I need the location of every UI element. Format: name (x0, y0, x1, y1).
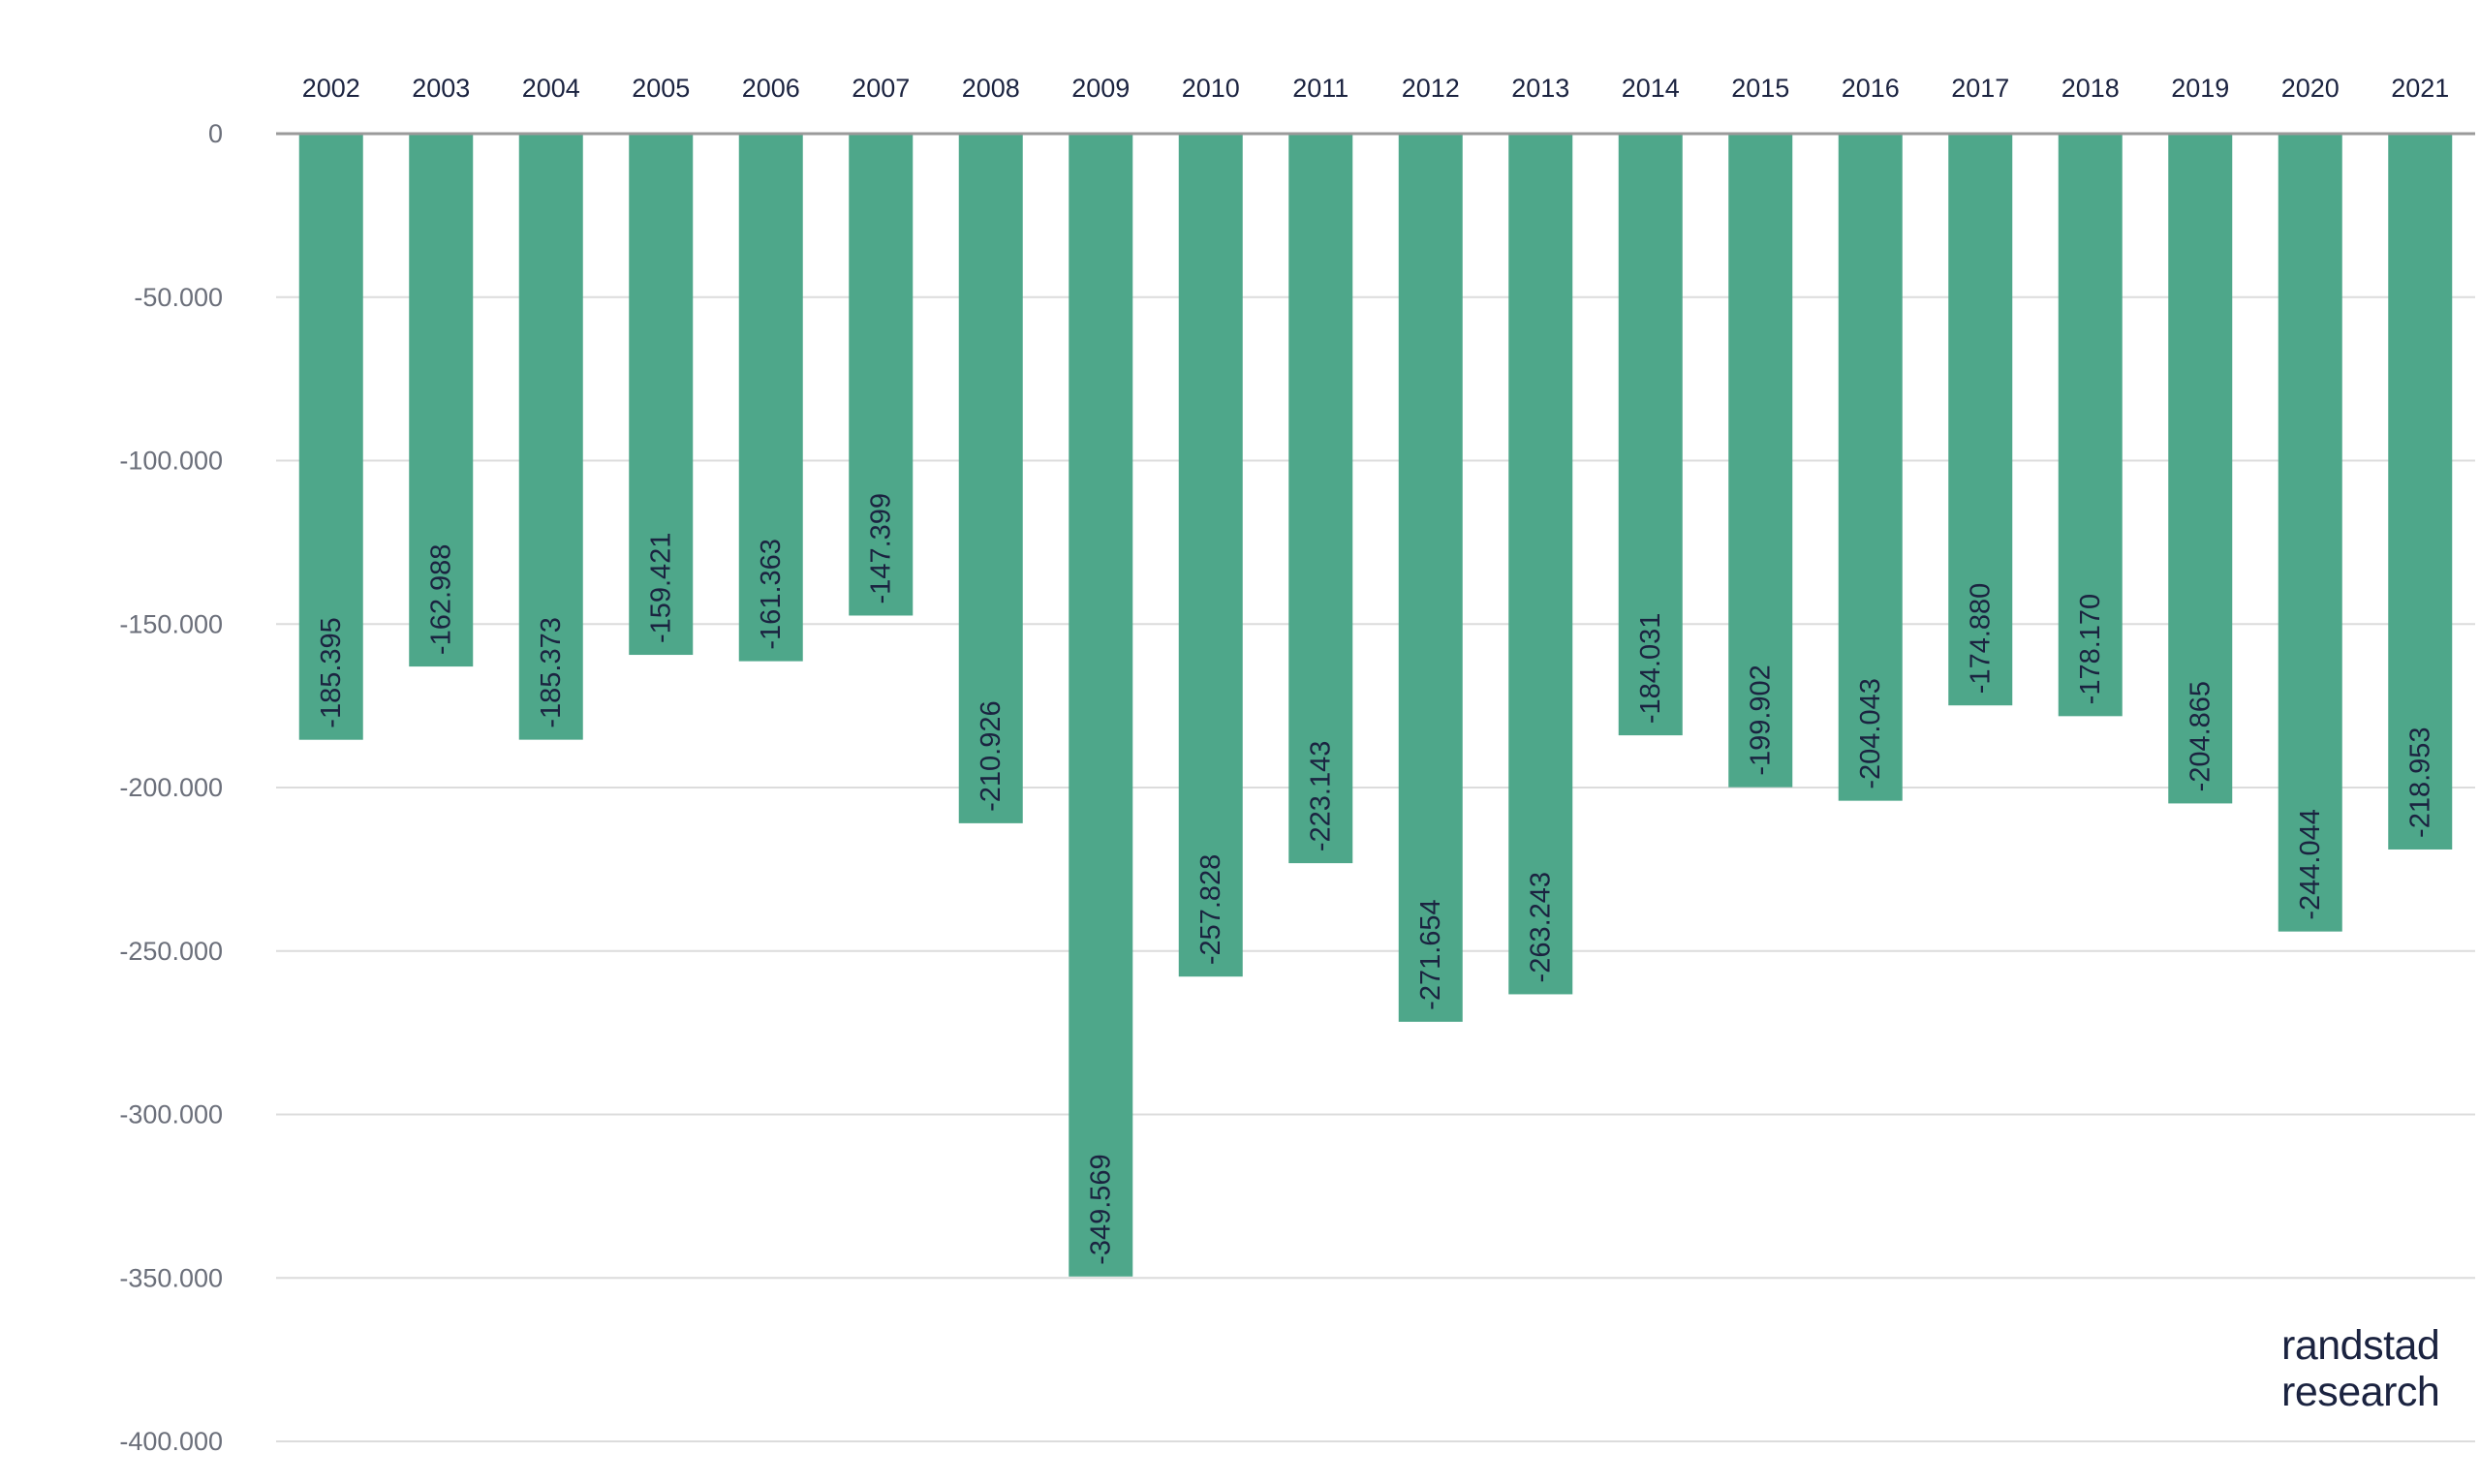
bar (2058, 134, 2123, 717)
x-tick-label: 2019 (2171, 74, 2229, 103)
bar-value-label: -185.373 (536, 617, 567, 728)
brand-line-2: research (2281, 1369, 2440, 1415)
bar-value-label: -244.044 (2295, 809, 2326, 920)
bar-value-label: -184.031 (1635, 613, 1666, 725)
brand-line-1: randstad (2281, 1322, 2440, 1369)
bar (298, 134, 363, 740)
bar (849, 134, 914, 616)
x-tick-label: 2010 (1182, 74, 1240, 103)
x-tick-label: 2002 (302, 74, 360, 103)
x-tick-label: 2007 (852, 74, 910, 103)
y-tick-label: -100.000 (119, 447, 223, 476)
gridlines (276, 295, 2475, 1442)
bar (1948, 134, 2013, 706)
bar (409, 134, 474, 667)
x-tick-label: 2005 (632, 74, 690, 103)
bar-value-label: -204.865 (2185, 681, 2216, 792)
bar-value-label: -159.421 (645, 533, 676, 644)
bar-value-label: -161.363 (756, 539, 787, 650)
x-tick-label: 2018 (2062, 74, 2120, 103)
bar (958, 134, 1023, 823)
x-tick-label: 2017 (1951, 74, 2009, 103)
bar (2168, 134, 2233, 804)
bar-value-label: -147.399 (865, 493, 896, 604)
bar (1508, 134, 1573, 995)
bar-value-labels: -185.395 -162.988 -185.373 -159.421 -161.363… (316, 493, 2436, 1265)
x-tick-label: 2006 (742, 74, 800, 103)
bar (629, 134, 694, 656)
y-tick-label: -350.000 (119, 1263, 223, 1292)
bar (1838, 134, 1903, 801)
bar (1398, 134, 1463, 1022)
bar (1178, 134, 1243, 977)
x-tick-label: 2014 (1622, 74, 1680, 103)
y-tick-label: -400.000 (119, 1427, 223, 1456)
bar-value-label: -271.654 (1415, 899, 1446, 1010)
x-axis-tick-labels: 2002 2003 2004 2005 2006 2007 2008 2009 2010 2011… (302, 74, 2450, 103)
x-tick-label: 2009 (1071, 74, 1130, 103)
x-tick-label: 2015 (1731, 74, 1789, 103)
x-tick-label: 2011 (1292, 74, 1348, 103)
x-tick-label: 2012 (1402, 74, 1460, 103)
x-tick-label: 2003 (412, 74, 470, 103)
x-tick-label: 2008 (962, 74, 1020, 103)
bar-value-label: -174.880 (1965, 583, 1996, 695)
y-tick-label: -200.000 (119, 773, 223, 802)
y-tick-label: 0 (208, 119, 223, 148)
bar-value-label: -162.988 (425, 544, 456, 656)
bar-value-label: -218.953 (2404, 727, 2435, 838)
bar-value-label: -178.170 (2075, 594, 2106, 705)
x-tick-label: 2020 (2281, 74, 2340, 103)
x-tick-label: 2021 (2391, 74, 2449, 103)
bar-value-label: -199.902 (1745, 665, 1776, 776)
bar-value-label: -257.828 (1195, 854, 1226, 966)
bar-value-label: -263.243 (1525, 872, 1556, 983)
x-tick-label: 2016 (1842, 74, 1900, 103)
bar-value-label: -185.395 (316, 617, 347, 728)
bar (1288, 134, 1353, 864)
y-tick-label: -300.000 (119, 1100, 223, 1129)
bar-value-label: -223.143 (1305, 741, 1336, 852)
bar (518, 134, 583, 740)
bar (1618, 134, 1683, 736)
x-tick-label: 2013 (1511, 74, 1569, 103)
bars (298, 134, 2453, 1277)
bar-value-label: -210.926 (976, 700, 1007, 812)
bar (2388, 134, 2453, 850)
x-tick-label: 2004 (522, 74, 580, 103)
y-axis-tick-labels: 0 -50.000 -100.000 -150.000 -200.000 -250.000… (119, 119, 223, 1456)
y-tick-label: -250.000 (119, 937, 223, 966)
y-tick-label: -50.000 (134, 283, 223, 312)
bar (1069, 134, 1133, 1277)
y-tick-label: -150.000 (119, 609, 223, 638)
bar-value-label: -349.569 (1085, 1154, 1116, 1265)
randstad-research-logo: randstad research (2281, 1322, 2440, 1415)
bar-value-label: -204.043 (1855, 678, 1886, 789)
bar (2278, 134, 2342, 932)
bar (1728, 134, 1793, 788)
bar (738, 134, 803, 662)
